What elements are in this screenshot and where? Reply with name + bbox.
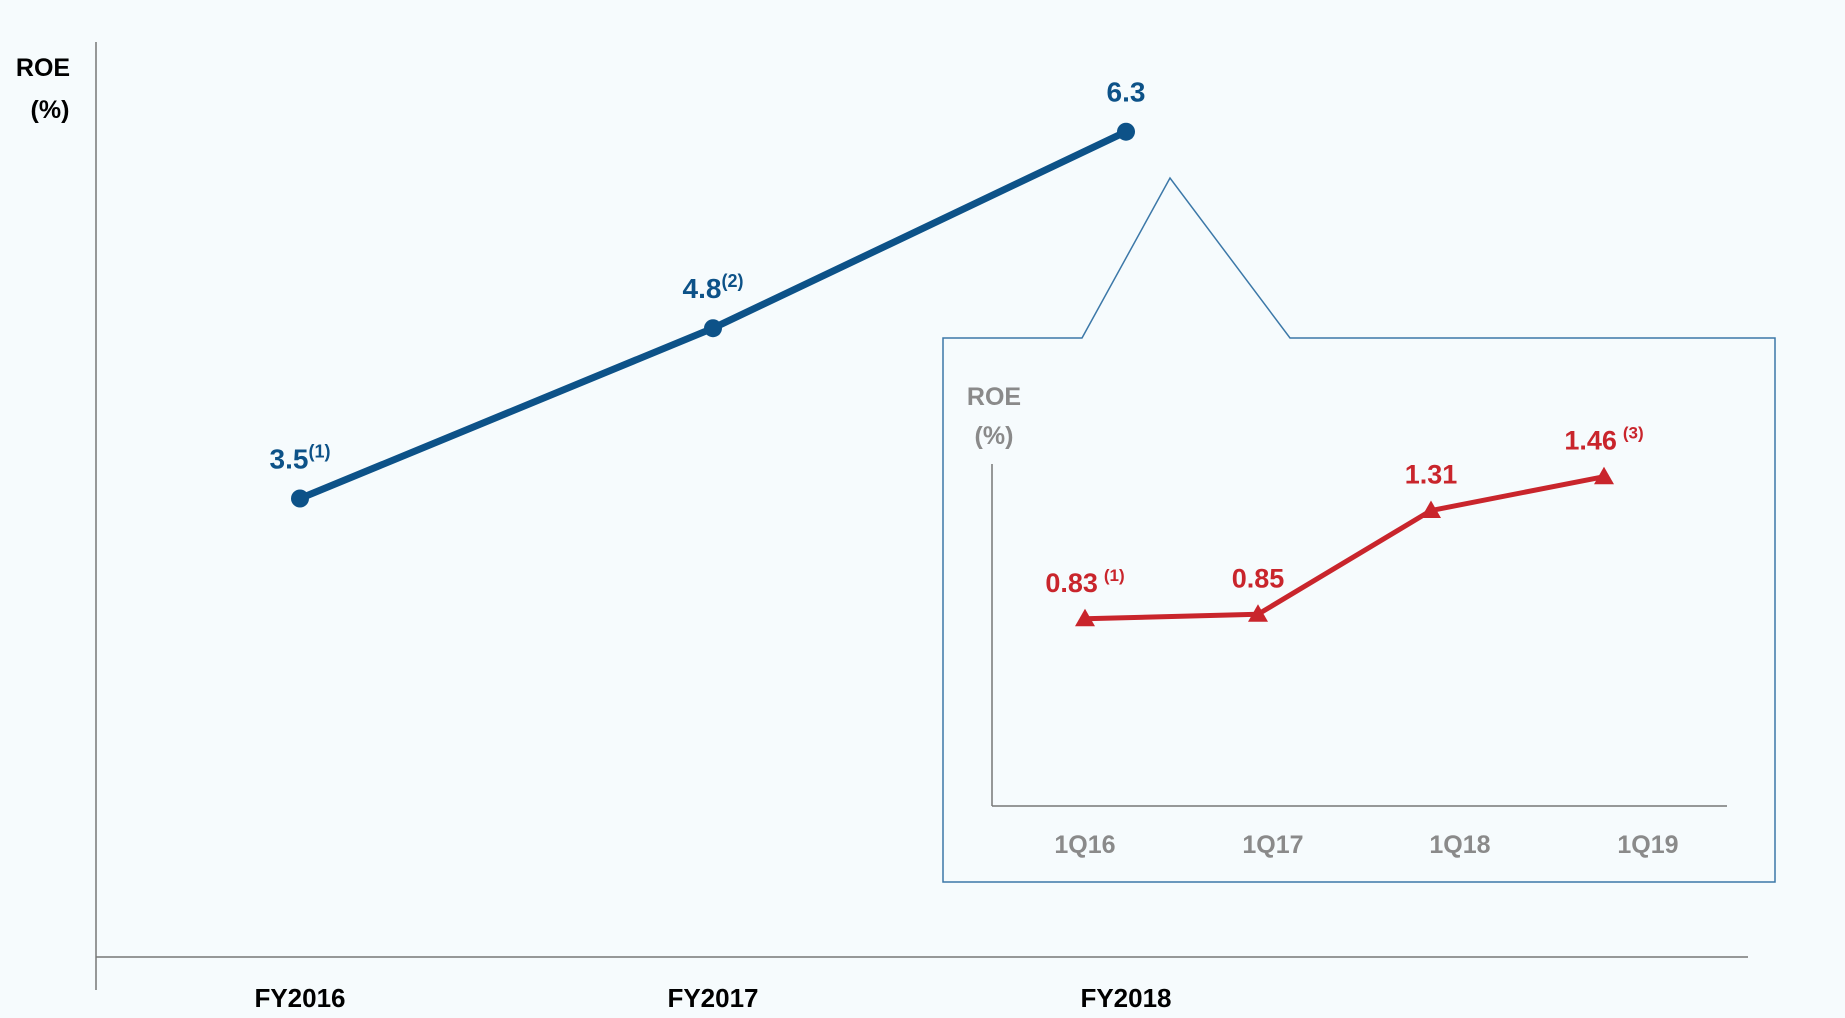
main-data-point-fy2017	[704, 319, 722, 338]
main-data-label-fy2016: 3.5(1)	[270, 442, 331, 475]
inset-y-axis-label-line2: (%)	[975, 422, 1014, 450]
inset-data-point-1q18	[1421, 500, 1441, 519]
main-x-tick-label-fy2016: FY2016	[254, 983, 345, 1013]
inset-data-label-1q19: 1.46 (3)	[1564, 424, 1643, 456]
main-y-axis-label-line2: (%)	[31, 96, 70, 124]
main-data-point-fy2018	[1117, 122, 1135, 141]
main-data-footnote-fy2017: (2)	[721, 271, 743, 291]
main-x-tick-label-fy2017: FY2017	[667, 983, 758, 1013]
inset-data-point-1q17	[1248, 604, 1268, 622]
main-data-footnote-fy2016: (1)	[308, 442, 330, 462]
inset-x-tick-label-1q17: 1Q17	[1242, 831, 1303, 859]
inset-data-footnote-1q19: (3)	[1623, 424, 1644, 443]
inset-callout-frame	[942, 176, 1776, 883]
inset-data-label-1q18: 1.31	[1405, 460, 1458, 490]
inset-data-label-1q17: 0.85	[1232, 563, 1285, 593]
inset-y-axis-label-line1: ROE	[967, 383, 1021, 411]
main-y-axis-label-line1: ROE	[16, 54, 70, 82]
inset-x-tick-label-1q18: 1Q18	[1429, 831, 1490, 859]
inset-data-point-1q16	[1075, 608, 1095, 627]
main-data-point-fy2016	[291, 489, 309, 508]
inset-data-point-1q19	[1594, 466, 1614, 485]
main-series-group: 3.5(1) FY2016 4.8(2) FY2017 6.3 FY2018	[254, 77, 1171, 1013]
main-data-label-fy2018: 6.3	[1107, 77, 1146, 108]
inset-data-footnote-1q16: (1)	[1104, 566, 1125, 585]
main-x-tick-label-fy2018: FY2018	[1080, 983, 1171, 1013]
inset-x-tick-label-1q16: 1Q16	[1054, 831, 1115, 859]
inset-x-tick-label-1q19: 1Q19	[1617, 831, 1678, 859]
inset-series-line	[1084, 474, 1605, 622]
main-data-label-fy2017: 4.8(2)	[683, 271, 744, 304]
